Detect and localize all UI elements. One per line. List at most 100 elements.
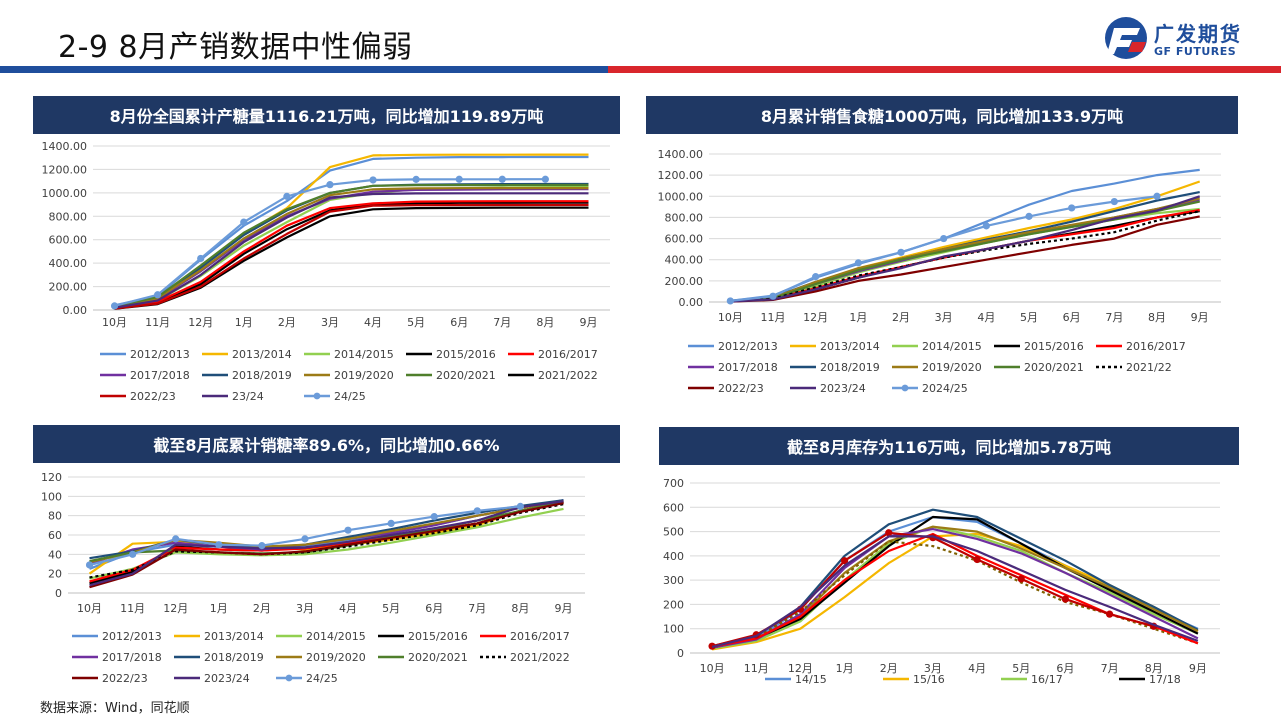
header-bar-blue xyxy=(0,66,608,73)
legend-label: 14/15 xyxy=(795,673,827,686)
legend-label: 2020/2021 xyxy=(1024,361,1084,374)
legend-label: 2015/2016 xyxy=(408,630,468,643)
y-tick-label: 1200.00 xyxy=(658,169,704,182)
legend-label: 2012/2013 xyxy=(130,348,190,361)
x-tick-label: 8月 xyxy=(1148,311,1166,324)
legend-label: 2015/2016 xyxy=(436,348,496,361)
chart-sales: 0.00 200.00 400.00 600.00 800.00 1000.00 1200.… xyxy=(658,148,1221,395)
data-point xyxy=(840,557,849,565)
x-tick-label: 2月 xyxy=(253,602,271,615)
series-line-2022-23 xyxy=(730,215,1200,303)
chart-production: 0.00 200.00 400.00 600.00 800.00 1000.00 1200.… xyxy=(42,140,610,403)
x-tick-label: 11月 xyxy=(145,316,170,329)
y-tick-label: 500 xyxy=(663,526,684,539)
legend-label: 2021/2022 xyxy=(510,651,570,664)
legend-label: 2016/2017 xyxy=(510,630,570,643)
data-point xyxy=(812,273,820,281)
legend-marker xyxy=(285,674,293,682)
x-tick-label: 9月 xyxy=(1191,311,1209,324)
x-tick-label: 5月 xyxy=(1020,311,1038,324)
data-point xyxy=(85,561,94,569)
y-tick-label: 400.00 xyxy=(49,257,88,270)
data-point xyxy=(215,541,223,549)
logo-text-en: GF FUTURES xyxy=(1154,45,1237,58)
series-line-2023-24 xyxy=(89,500,564,587)
y-tick-label: 0.00 xyxy=(679,296,704,309)
data-point xyxy=(473,507,481,515)
legend-label: 2012/2013 xyxy=(718,340,778,353)
x-tick-label: 3月 xyxy=(321,316,339,329)
x-tick-label: 9月 xyxy=(554,602,572,615)
y-tick-label: 80 xyxy=(48,510,62,523)
gf-logo: 广发期货 GF FUTURES xyxy=(1102,14,1272,66)
x-tick-label: 4月 xyxy=(339,602,357,615)
data-point xyxy=(326,181,334,189)
y-tick-label: 0 xyxy=(55,587,62,600)
x-tick-label: 8月 xyxy=(536,316,554,329)
legend-label: 2016/2017 xyxy=(538,348,598,361)
data-point xyxy=(897,248,905,256)
data-point xyxy=(940,234,948,243)
y-tick-label: 700 xyxy=(663,477,684,490)
legend-label: 2019/2020 xyxy=(922,361,982,374)
data-point xyxy=(1105,610,1114,618)
y-tick-label: 0 xyxy=(677,647,684,660)
data-point xyxy=(240,218,248,226)
legend-label: 2018/2019 xyxy=(820,361,880,374)
x-tick-label: 10月 xyxy=(77,602,102,615)
y-tick-label: 120 xyxy=(41,471,62,484)
x-tick-label: 1月 xyxy=(235,316,253,329)
data-point xyxy=(129,550,137,558)
data-point xyxy=(387,519,395,527)
header-bar-red xyxy=(608,66,1281,73)
chart3-title: 截至8月底累计销糖率89.6%，同比增加0.66% xyxy=(33,425,620,463)
y-tick-label: 600.00 xyxy=(665,233,704,246)
y-tick-label: 400 xyxy=(663,550,684,563)
data-point xyxy=(172,535,180,543)
legend-label: 16/17 xyxy=(1031,673,1063,686)
x-tick-label: 2月 xyxy=(278,316,296,329)
chart2-title: 8月累计销售食糖1000万吨，同比增加133.9万吨 xyxy=(646,96,1238,134)
legend-marker xyxy=(313,392,321,400)
x-tick-label: 7月 xyxy=(1101,662,1119,675)
y-tick-label: 100 xyxy=(41,490,62,503)
legend-label: 2017/2018 xyxy=(718,361,778,374)
data-point xyxy=(455,175,463,183)
y-tick-label: 1000.00 xyxy=(42,187,88,200)
x-tick-label: 6月 xyxy=(1056,662,1074,675)
x-tick-label: 8月 xyxy=(511,602,529,615)
legend-label: 2020/2021 xyxy=(436,369,496,382)
y-tick-label: 0.00 xyxy=(63,304,88,317)
data-point xyxy=(369,176,377,184)
page-title: 2-9 8月产销数据中性偏弱 xyxy=(58,30,413,65)
x-tick-label: 4月 xyxy=(977,311,995,324)
x-tick-label: 9月 xyxy=(1189,662,1207,675)
y-tick-label: 1000.00 xyxy=(658,190,704,203)
series-line-16-17 xyxy=(711,525,1199,650)
data-point xyxy=(769,292,777,300)
x-tick-label: 10月 xyxy=(102,316,127,329)
data-point xyxy=(430,513,438,521)
x-tick-label: 3月 xyxy=(935,311,953,324)
x-tick-label: 12月 xyxy=(803,311,828,324)
x-tick-label: 7月 xyxy=(1105,311,1123,324)
chart1-title: 8月份全国累计产糖量1116.21万吨，同比增加119.89万吨 xyxy=(33,96,620,134)
data-point xyxy=(197,254,205,263)
legend-label: 2018/2019 xyxy=(204,651,264,664)
data-source-note: 数据来源：Wind，同花顺 xyxy=(40,701,190,716)
x-tick-label: 12月 xyxy=(788,662,813,675)
series-line-2023-24 xyxy=(730,195,1201,303)
y-tick-label: 200.00 xyxy=(665,275,704,288)
series-line-2022-23 xyxy=(114,203,589,310)
y-tick-label: 200.00 xyxy=(49,281,88,294)
data-point xyxy=(726,297,734,305)
x-tick-label: 3月 xyxy=(296,602,314,615)
legend-label: 2019/2020 xyxy=(306,651,366,664)
x-tick-label: 10月 xyxy=(718,311,743,324)
chart-sales-rate: 0 20 40 60 80 100 120 10月 11月 12月 1月 2月 3月 4月 5月 6月 7月 8月… xyxy=(41,471,585,685)
legend-label: 24/25 xyxy=(334,390,366,403)
y-tick-label: 600.00 xyxy=(49,234,88,247)
legend-label: 2017/2018 xyxy=(130,369,190,382)
series-line-2015-2016 xyxy=(114,201,589,310)
x-tick-label: 12月 xyxy=(188,316,213,329)
